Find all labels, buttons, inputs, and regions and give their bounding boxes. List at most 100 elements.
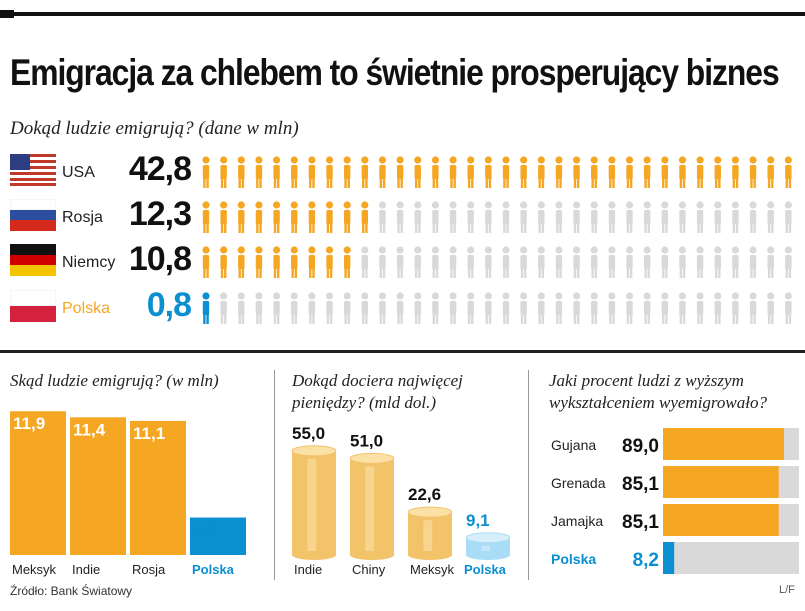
person-icon [731,246,740,278]
bar-jamajka [663,504,779,536]
bar-polska [190,517,246,555]
person-icon [661,156,669,188]
person-icon [308,156,316,188]
person-icon [272,246,281,278]
person-icon [767,246,775,278]
germany-flag-icon [10,244,56,276]
person-icon [361,246,369,278]
person-icon [290,246,298,278]
section1-question: Dokąd ludzie emigrują? (dane w mln) [10,118,299,139]
person-icon [520,156,528,188]
person-icon [414,201,422,233]
row-usa: USA 42,8 [0,150,805,194]
person-icon [714,156,722,188]
person-icon [202,156,210,188]
chart-c-title-line1: Jaki procent ludzi z wyższym [549,371,744,390]
person-icon [484,201,492,233]
person-icon [784,292,792,324]
person-icon [572,292,581,324]
chart-remittances: Dokąd dociera najwięcej pieniędzy? (mld d… [291,371,511,577]
source-note: Źródło: Bank Światowy [10,584,133,598]
bar-rosja [130,420,186,555]
person-icon [625,292,634,324]
person-icon [272,156,281,188]
section-separator [0,350,805,353]
poland-flag-icon [10,290,56,322]
person-icon [784,246,792,278]
data-label: 85,1 [622,474,659,495]
tick-label: Meksyk [12,562,57,577]
person-icon [361,201,369,233]
tick-label: Gujana [551,437,596,453]
country-label-poland: Polska [62,300,111,317]
person-icon [572,246,581,278]
person-icon [502,156,510,188]
person-icon [414,292,422,324]
credit-note: L/F [779,584,795,596]
data-label: 11,4 [73,420,106,439]
person-icon [255,156,263,188]
person-icon [414,156,422,188]
person-icon [431,292,440,324]
person-icon [643,246,651,278]
person-icon [749,246,757,278]
person-icon [431,246,440,278]
person-icon [361,292,369,324]
person-icon [520,292,528,324]
country-label-germany: Niemcy [62,254,116,271]
tick-label: Polska [464,562,507,577]
person-icon [608,156,616,188]
person-icon [449,201,457,233]
coin-stack-polska [465,532,511,560]
person-icon [325,246,334,278]
person-icon [237,156,245,188]
coin-stack-meksyk [407,506,453,560]
row-poland: Polska 0,8 [0,286,805,330]
tick-label: Indie [294,562,322,577]
people-row-poland [202,292,792,324]
person-icon [290,201,298,233]
person-icon [661,201,669,233]
row-russia: Rosja 12,3 [0,195,805,239]
person-icon [237,292,245,324]
person-icon [220,246,228,278]
person-icon [714,292,722,324]
tick-label: Jamajka [551,513,603,529]
value-russia: 12,3 [128,195,192,233]
person-icon [731,156,740,188]
tick-label: Indie [72,562,100,577]
person-icon [396,292,404,324]
data-label: 89,0 [622,436,659,457]
tick-label: Grenada [551,475,606,491]
person-icon [590,156,598,188]
person-icon [431,156,440,188]
person-icon [555,292,563,324]
bar-polska [663,542,675,574]
people-row-russia [202,201,792,233]
person-icon [308,246,316,278]
person-icon [361,156,369,188]
person-icon [290,292,298,324]
panel-divider-2 [528,370,529,580]
person-icon [220,201,228,233]
person-icon [590,201,598,233]
person-icon [378,201,387,233]
data-label: 55,0 [292,424,325,443]
person-icon [220,292,228,324]
person-icon [537,292,545,324]
person-icon [467,246,475,278]
person-icon [678,246,687,278]
bar-meksyk [10,411,66,555]
person-icon [378,156,387,188]
person-icon [255,201,263,233]
person-icon [502,201,510,233]
person-icon [484,156,492,188]
person-icon [255,246,263,278]
person-icon [343,156,351,188]
person-icon [625,156,634,188]
person-icon [572,156,581,188]
russia-flag-icon [10,199,56,231]
person-icon [343,246,351,278]
person-icon [590,292,598,324]
person-icon [608,201,616,233]
